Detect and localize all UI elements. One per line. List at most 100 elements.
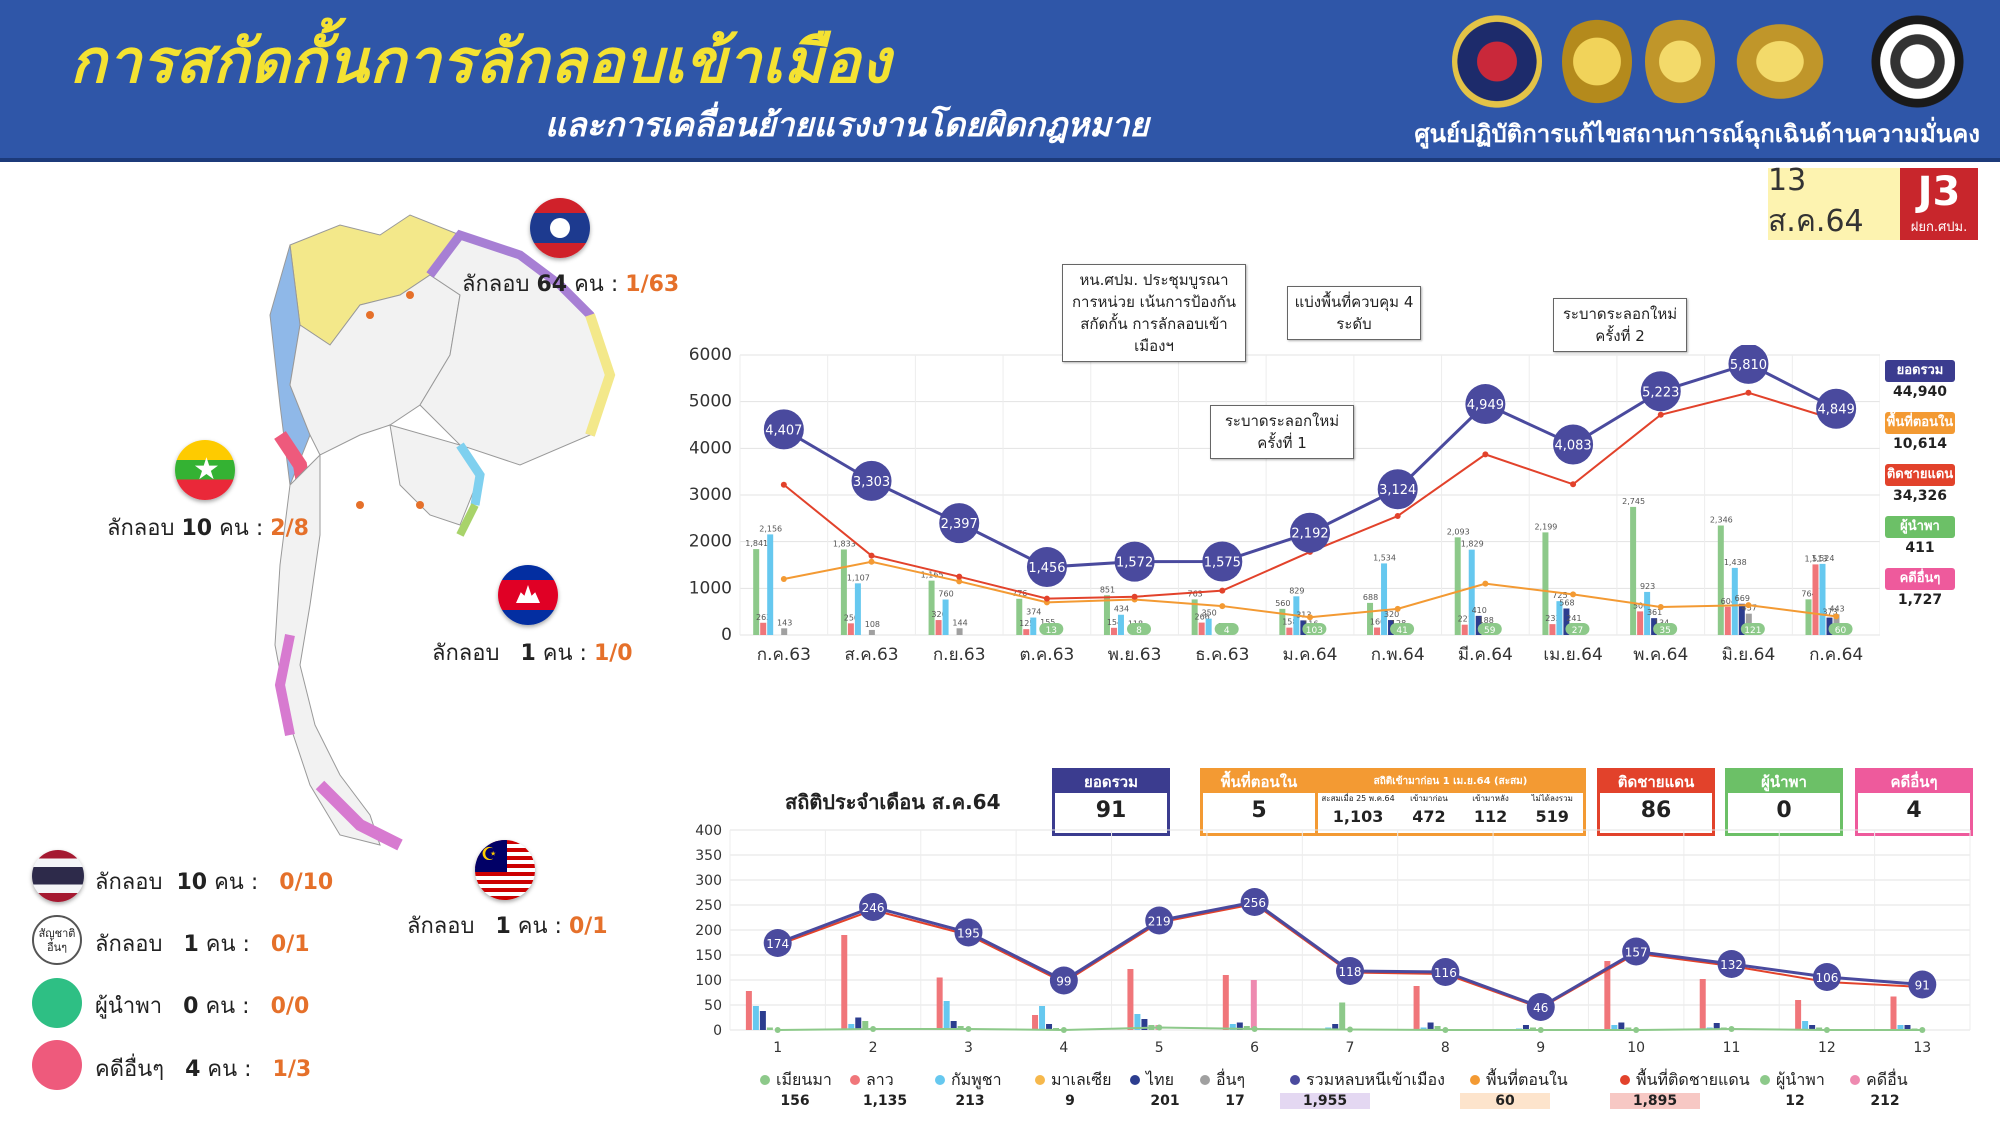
stat-guides-label: ผู้นำพา: [1728, 771, 1840, 793]
guide-value-label: 13: [1046, 626, 1057, 636]
x-tick-label: 5: [1155, 1040, 1164, 1056]
bottom-legend-label: เมียนมา: [776, 1070, 832, 1089]
bar-ลาว: [1032, 1015, 1039, 1030]
x-tick-label: 7: [1346, 1040, 1355, 1056]
x-tick-label: มิ.ย.64: [1722, 645, 1776, 665]
series-point-พื้นที่ตอนใน: [1745, 602, 1752, 609]
stat-inland-detail-label: สถิติเข้ามาก่อน 1 เม.ย.64 (สะสม): [1318, 771, 1583, 793]
bar-value-label: 350: [1202, 609, 1217, 618]
laos-a: 1: [625, 272, 641, 297]
series-value-label: 4,083: [1554, 438, 1591, 453]
y-tick-label: 3000: [690, 485, 732, 505]
annotation-control-levels: แบ่งพื้นที่ควบคุม 4 ระดับ: [1287, 286, 1421, 340]
guide-badge: [1653, 623, 1678, 635]
bottom-legend-label: อื่นๆ: [1216, 1070, 1246, 1089]
y-tick-label: 200: [695, 923, 722, 939]
bar-ลาว: [847, 623, 854, 635]
bar-คดีอื่น: [1250, 980, 1257, 1030]
guide-value-label: 8: [1136, 626, 1142, 636]
series-value-label: 118: [1339, 965, 1362, 979]
bottom-legend-item: ผู้นำพา: [1760, 1068, 1825, 1093]
bar-value-label: 568: [1559, 598, 1574, 607]
bar-value-label: 604: [1721, 597, 1736, 606]
bottom-legend-label: มาเลเซีย: [1051, 1070, 1112, 1089]
x-tick-label: 11: [1723, 1040, 1741, 1056]
bar-กัมพูชา: [848, 1024, 855, 1030]
y-tick-label: 2000: [690, 532, 732, 552]
bar-value-label: 506: [1633, 601, 1648, 610]
y-tick-label: 300: [695, 873, 722, 889]
bar-value-label: 262: [756, 613, 771, 622]
annotation-wave-1: ระบาดระลอกใหม่ ครั้งที่ 1: [1210, 405, 1354, 459]
y-tick-label: 250: [695, 898, 722, 914]
bar-ไทย: [1427, 1022, 1434, 1030]
bar-อื่นๆ: [956, 628, 963, 635]
series-point-พื้นที่ตอนใน: [1657, 604, 1664, 610]
bar-กัมพูชา: [1030, 617, 1037, 635]
series-point-ติดชายแดน: [1657, 411, 1664, 418]
monthly-stats-title: สถิติประจำเดือน ส.ค.64: [785, 790, 1001, 814]
series-value-label: 246: [862, 901, 885, 915]
series-value-label: 132: [1720, 958, 1743, 972]
y-tick-label: 100: [695, 973, 722, 989]
bar-เมียนมา: [1367, 602, 1374, 635]
x-tick-label: ธ.ค.63: [1195, 645, 1249, 665]
series-point-ติดชายแดน: [1745, 389, 1752, 396]
stat-inland-value: 5: [1251, 798, 1267, 823]
x-tick-label: 8: [1441, 1040, 1450, 1056]
bottom-legend-value: 1,895: [1610, 1093, 1700, 1109]
bar-กัมพูชา: [1819, 563, 1826, 635]
bottom-legend-item: พื้นที่ติดชายแดน: [1620, 1068, 1750, 1093]
cambodia-label: ลักลอบ 1 คน : 1/0: [432, 641, 633, 666]
legend-swatch-icon: [850, 1075, 860, 1085]
bar-กัมพูชา: [1644, 591, 1651, 635]
legend-thai-unit: คน :: [214, 870, 259, 895]
malaysia-flag-icon: ☪: [475, 840, 535, 900]
malaysia-unit: คน :: [517, 914, 562, 939]
legend-other-word: ลักลอบ: [95, 932, 163, 957]
legend-thai-word: ลักลอบ: [95, 870, 163, 895]
bar-เมียนมา: [1816, 1027, 1823, 1030]
x-tick-label: 2: [869, 1040, 878, 1056]
series-value-label: 46: [1533, 1001, 1548, 1015]
series-point-ติดชายแดน: [1219, 587, 1226, 594]
series-value-label: 5,810: [1730, 358, 1767, 373]
bar-ลาว: [1286, 627, 1293, 635]
detail-col-4: ไม่ได้ลงรวม: [1531, 794, 1573, 803]
bar-value-label: 1,833: [833, 539, 856, 548]
top-legend-item: ผู้นำพา: [1885, 516, 1955, 538]
page-title: การสกัดกั้นการลักลอบเข้าเมือง: [70, 27, 892, 97]
bar-กัมพูชา: [1556, 601, 1563, 635]
stat-inland-detail: สถิติเข้ามาก่อน 1 เม.ย.64 (สะสม) สะสมเมื…: [1315, 768, 1586, 836]
bar-ลาว: [1127, 969, 1134, 1030]
bar-value-label: 373: [1822, 608, 1837, 617]
bar-value-label: 2,346: [1710, 516, 1733, 525]
bottom-legend-value: 201: [1150, 1093, 1180, 1109]
bar-กัมพูชา: [767, 534, 774, 635]
myanmar-count: 10: [181, 516, 213, 541]
bottom-legend-item: พื้นที่ตอนใน: [1470, 1068, 1568, 1093]
report-date: 13 ส.ค.64: [1768, 163, 1900, 240]
bar-value-label: 144: [952, 618, 967, 627]
series-point-รวมหลบหนีเข้าเมือง: [1812, 963, 1841, 991]
bar-value-label: 313: [1296, 610, 1311, 619]
series-point-ยอดรวม: [1640, 371, 1681, 412]
bar-value-label: 158: [1282, 618, 1297, 627]
series-point-ติดชายแดน: [1394, 513, 1401, 519]
x-tick-label: 9: [1536, 1040, 1545, 1056]
bar-อื่นๆ: [868, 629, 875, 635]
bar-เมียนมา: [928, 580, 935, 635]
bar-อื่นๆ: [781, 628, 788, 635]
y-tick-label: 0: [721, 625, 732, 645]
stat-total-value: 91: [1095, 798, 1127, 823]
bar-value-label: 669: [1735, 594, 1750, 603]
series-point-พื้นที่ตอนใน: [956, 578, 963, 585]
y-tick-label: 4000: [690, 438, 732, 458]
bar-value-label: 2,156: [759, 524, 782, 533]
bar-ไทย: [1563, 608, 1570, 635]
bottom-legend-value: 9: [1065, 1093, 1075, 1109]
series-point-รวมหลบหนีเข้าเมือง: [1240, 888, 1269, 916]
annotation-wave-2: ระบาดระลอกใหม่ ครั้งที่ 2: [1553, 298, 1687, 352]
j3-badge-label: J3: [1917, 169, 1961, 215]
y-tick-label: 0: [713, 1023, 722, 1039]
